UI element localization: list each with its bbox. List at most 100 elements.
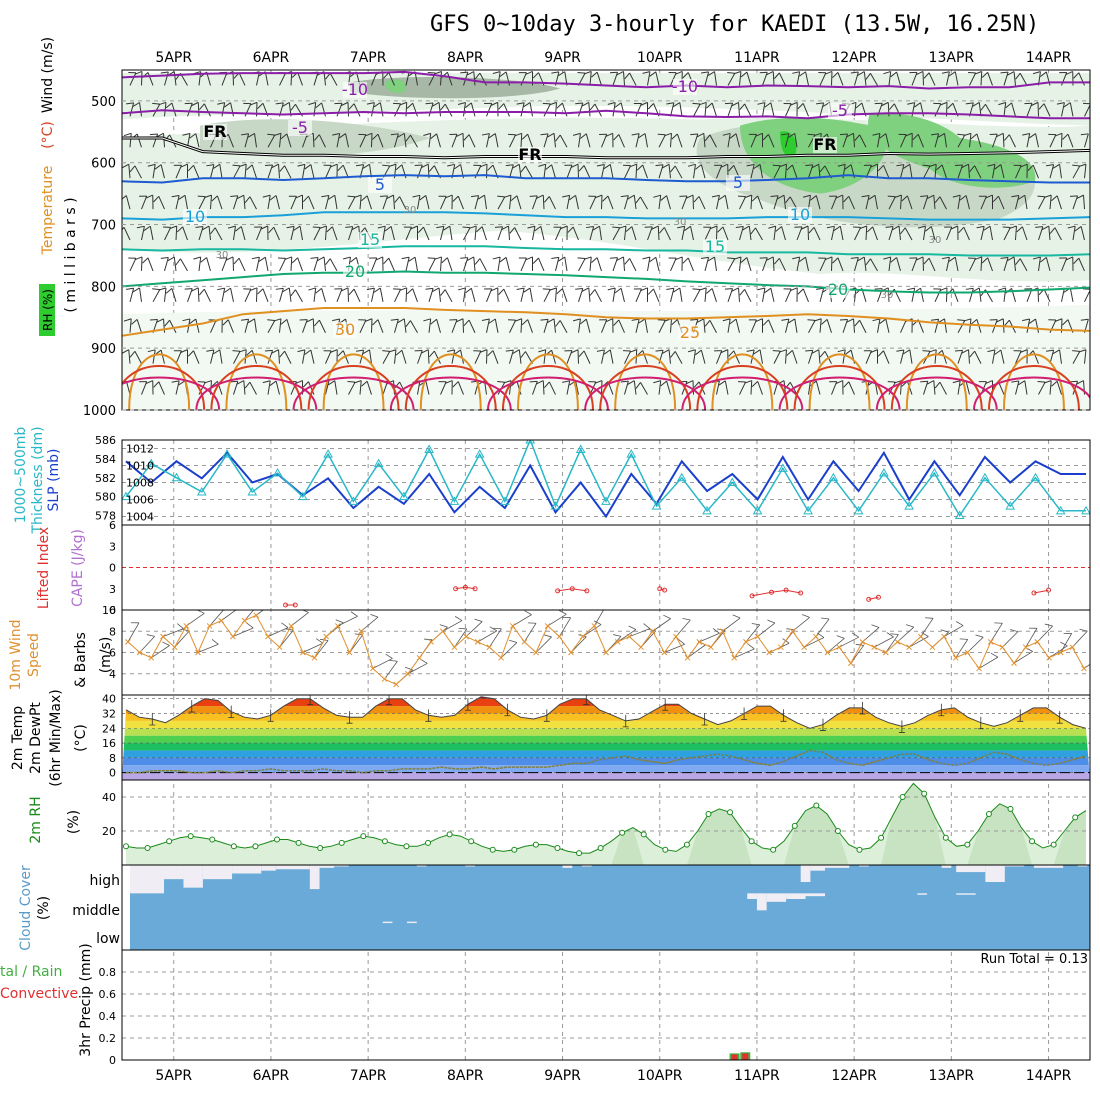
wind-barb-staff xyxy=(219,349,223,364)
wind-barb-staff xyxy=(644,133,648,148)
wind-barb-flag xyxy=(692,288,701,290)
wind-barb xyxy=(731,101,740,117)
wind-barb xyxy=(816,102,825,117)
wind-barb-flag xyxy=(326,226,333,233)
wind-barb-flag xyxy=(430,133,437,140)
wind-barb xyxy=(813,318,822,333)
wind-barb-flag xyxy=(356,349,364,352)
rh-area-mid-west xyxy=(200,119,430,157)
top-date-label: 11APR xyxy=(734,50,780,66)
wind-barb xyxy=(755,132,763,148)
wind-barb-staff xyxy=(690,226,694,241)
wind-barb-flag xyxy=(1024,102,1033,105)
wind-barb-flag xyxy=(905,132,913,137)
wind-barb xyxy=(204,194,212,210)
wind-barb xyxy=(877,350,890,364)
wind-barb-staff xyxy=(559,320,568,333)
wind10-barb-flag xyxy=(767,619,776,624)
wind-barb xyxy=(412,194,421,210)
wind-barb-staff xyxy=(251,164,257,179)
wind-barb-staff xyxy=(853,318,855,333)
wind-barb-flag xyxy=(536,380,544,385)
wind-barb xyxy=(405,320,418,333)
wind10-barb xyxy=(500,639,518,659)
wind-barb-flag xyxy=(569,194,576,201)
wind-barb-flag xyxy=(1048,133,1056,136)
wind-barb xyxy=(236,194,246,210)
wind-barb-flag xyxy=(843,381,850,388)
wind10-barb xyxy=(524,622,537,643)
wind-barb-staff xyxy=(342,350,349,364)
lifted-index-point xyxy=(283,602,289,608)
wind-barb-flag xyxy=(421,163,429,169)
wind-barb-staff xyxy=(635,103,642,117)
wind-barb-staff xyxy=(410,134,418,148)
wind-barb xyxy=(258,256,269,272)
wind10-barb-flag xyxy=(246,622,254,629)
wind-barb-flag xyxy=(755,132,763,137)
wind-barb-flag xyxy=(449,133,458,135)
wind-barb-flag xyxy=(714,164,722,166)
wind-barb xyxy=(580,133,591,148)
wind10-barb xyxy=(792,614,810,632)
wind-barb-flag xyxy=(323,164,332,166)
wind-barb xyxy=(476,226,487,241)
wind10-barb xyxy=(745,623,761,643)
wind-barb-staff xyxy=(1054,227,1062,241)
wind10-speed-point xyxy=(346,649,353,656)
wind-barb xyxy=(247,318,257,333)
wind-barb-flag xyxy=(570,349,579,354)
wind-barb-staff xyxy=(647,71,651,86)
wind-barb-flag xyxy=(244,196,251,203)
wind-barb-flag xyxy=(594,194,603,199)
wind-barb xyxy=(722,132,731,148)
wind10-barb xyxy=(827,635,845,653)
wind-barb-staff xyxy=(548,196,556,210)
wind-barb-staff xyxy=(473,71,476,86)
wind10-speed-point xyxy=(719,628,726,635)
wind-panel-content xyxy=(122,610,1090,688)
wind-barb xyxy=(126,287,135,302)
wind-barb xyxy=(905,132,913,148)
wind-barb-flag xyxy=(538,349,546,353)
wind-barb xyxy=(934,381,947,395)
wind-barb-flag xyxy=(948,256,956,262)
wind-barb-flag xyxy=(156,132,164,138)
wind-barb-staff xyxy=(808,134,816,148)
wind-barb-staff xyxy=(1035,318,1039,333)
wind-barb-staff xyxy=(555,102,557,117)
wind-barb-flag xyxy=(126,102,134,105)
wind-barb xyxy=(655,164,664,179)
wind-barb-flag xyxy=(779,349,787,353)
wind-barb-flag xyxy=(627,194,635,200)
wind-barb xyxy=(900,227,913,241)
wind-barb-flag xyxy=(589,103,596,111)
wind-barb-staff xyxy=(957,320,966,333)
wind-barb-flag xyxy=(1011,195,1019,198)
wind-barb-flag xyxy=(1015,72,1021,80)
rh2m-point xyxy=(791,822,798,829)
wind-barb-staff xyxy=(249,381,257,395)
wind-barb-flag xyxy=(514,318,522,322)
wind-barb xyxy=(673,287,683,302)
wind-barb-flag xyxy=(319,225,327,230)
wind-barb xyxy=(1000,71,1009,86)
cloud-middle-bar xyxy=(786,893,806,899)
thickness-point xyxy=(575,444,586,453)
wind-barb-flag xyxy=(427,257,436,259)
wind-barb-flag xyxy=(1037,195,1046,198)
wind-barb-flag xyxy=(868,194,876,200)
wind-barb xyxy=(280,133,292,148)
wind10-barb-flag xyxy=(350,611,358,617)
wind-barb xyxy=(419,195,430,210)
wind-barb xyxy=(382,350,391,364)
isotherm-label-bg xyxy=(288,120,312,136)
wind-barb-flag xyxy=(928,349,937,353)
wind-barb-staff xyxy=(470,288,476,302)
rh2m-point xyxy=(985,811,992,817)
wind-barb-flag xyxy=(704,134,711,142)
wind-barb-flag xyxy=(126,287,134,290)
wind-barb-flag xyxy=(473,350,481,352)
wind-barb-flag xyxy=(633,288,642,290)
wind-barb-flag xyxy=(819,165,826,173)
